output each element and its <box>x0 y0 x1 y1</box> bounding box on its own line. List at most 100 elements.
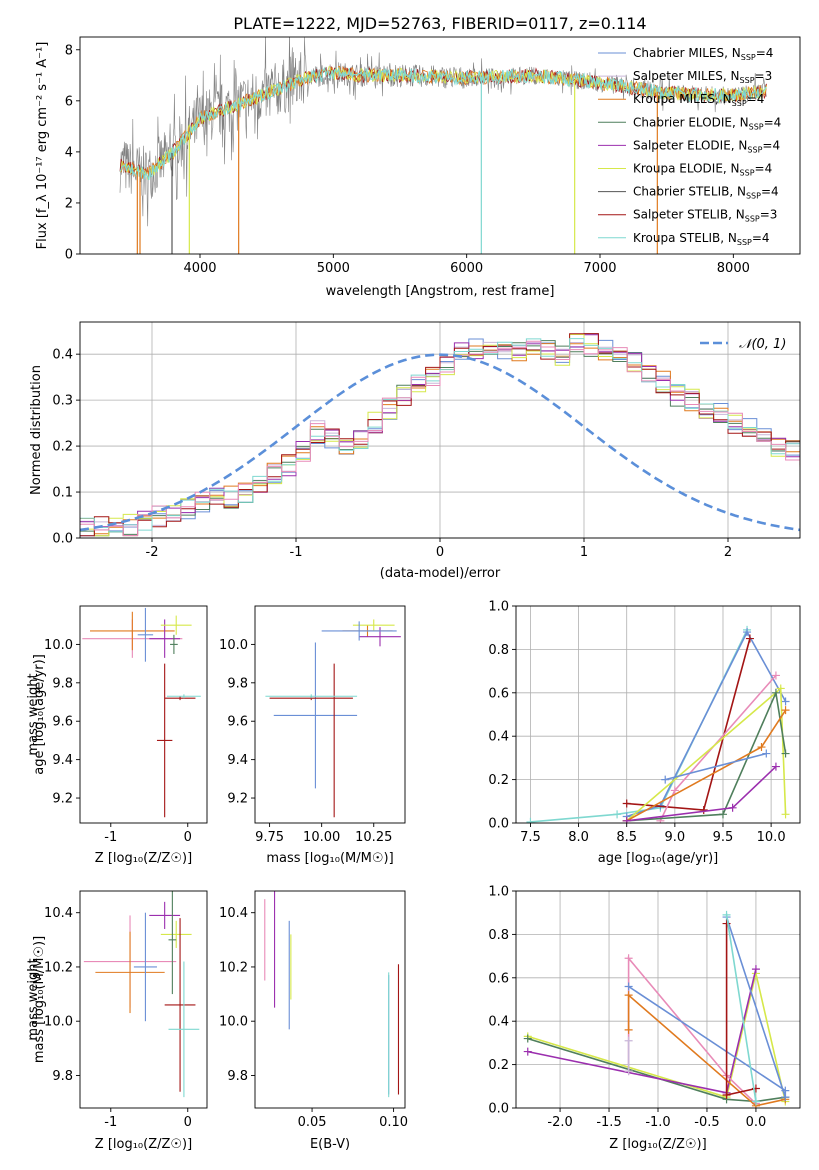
ticks: -1 0 9.2 9.4 9.6 9.8 10.0 <box>44 638 192 845</box>
y-tick-label: 0 <box>65 248 73 263</box>
weight-marker <box>776 684 785 693</box>
weight-marker <box>622 816 631 823</box>
y-tick-label: 9.4 <box>227 753 248 768</box>
x-axis-label: mass [log₁₀(M/M☉)] <box>266 851 393 866</box>
weight-marker <box>622 799 631 808</box>
x-tick-label: 8.0 <box>568 830 589 845</box>
legend-label: Salpeter ELODIE, NSSP=4 <box>633 138 780 154</box>
weight-marker <box>722 1090 731 1099</box>
legend: Chabrier MILES, NSSP=4 Salpeter MILES, NS… <box>598 46 781 247</box>
axes-frame <box>515 605 801 824</box>
figure-title: PLATE=1222, MJD=52763, FIBERID=0117, z=0… <box>233 14 646 33</box>
weight-marker <box>670 786 679 795</box>
ticks: -1 0 9.8 10.0 10.2 10.4 <box>44 906 192 1130</box>
axes-frame <box>79 321 801 539</box>
y-tick-label: 0.6 <box>488 971 509 986</box>
axes-spectrum: 4000 5000 6000 7000 8000 0 2 4 6 8 wavelength [Ang… <box>35 36 801 299</box>
weight-marker <box>718 810 727 819</box>
plot-area <box>82 607 201 818</box>
y-axis-label: mass weight <box>26 958 41 1040</box>
weight-line-kroupa_stelib <box>530 629 748 823</box>
model-line-kroupa_elodie <box>119 65 767 180</box>
hist-kroupa_stelib <box>80 338 800 533</box>
weight-line-salpeter_elodie <box>626 766 777 822</box>
errorbar-point <box>160 615 192 635</box>
y-axis-label: Flux [f_λ 10⁻¹⁷ erg cm⁻² s⁻¹ A⁻¹] <box>35 42 50 250</box>
y-tick-label: 1.0 <box>488 885 509 900</box>
errorbar-point <box>168 891 177 995</box>
x-tick-label: 7000 <box>583 261 616 276</box>
x-axis-label: E(B-V) <box>310 1137 350 1152</box>
normal-curve <box>80 353 800 532</box>
legend-label: Kroupa STELIB, NSSP=4 <box>633 231 770 247</box>
x-tick-label: 0 <box>184 830 192 845</box>
plot-area <box>119 37 767 254</box>
axes-age_vs_mass: 9.75 10.00 10.25 9.2 9.4 9.6 9.8 10.0 mass [log₁… <box>219 605 406 866</box>
weight-marker <box>722 910 731 919</box>
errorbar-point <box>156 663 173 818</box>
x-tick-label: -2.0 <box>547 1115 572 1130</box>
y-tick-label: 8 <box>65 43 73 58</box>
x-tick-label: -1.5 <box>596 1115 621 1130</box>
weight-marker <box>751 1097 760 1106</box>
errorbar-point <box>168 961 200 1098</box>
errorbar-point <box>149 901 181 929</box>
y-tick-label: 9.4 <box>52 753 73 768</box>
axes-mass_vs_Z: -1 0 9.8 10.0 10.2 10.4 Z [log₁₀(Z/Z☉)] mass [l… <box>32 890 208 1152</box>
weight-marker <box>771 671 780 680</box>
weight-line-chabrier_elodie <box>527 1037 786 1103</box>
x-tick-label: 5000 <box>317 261 350 276</box>
x-tick-label: -1 <box>290 545 303 560</box>
weight-marker <box>624 1036 633 1045</box>
weight-line-chabrier_miles <box>665 752 767 781</box>
x-tick-label: 0 <box>184 1115 192 1130</box>
weight-marker <box>624 982 633 991</box>
weight-marker <box>781 749 790 758</box>
legend-label: Chabrier ELODIE, NSSP=4 <box>633 115 781 131</box>
x-axis-label: Z [log₁₀(Z/Z☉)] <box>609 1137 706 1152</box>
y-tick-label: 9.2 <box>227 792 248 807</box>
y-tick-label: 9.8 <box>227 676 248 691</box>
hist-pink <box>80 340 800 536</box>
errorbar-point <box>90 611 175 651</box>
ticks: 7.5 8.0 8.5 9.0 9.5 10.0 0.0 0.2 0.4 0.6 0.8 1.0 <box>488 600 785 846</box>
weight-marker <box>771 762 780 771</box>
panels: 4000 5000 6000 7000 8000 0 2 4 6 8 wavelength [Ang… <box>26 36 801 1152</box>
y-tick-label: 0.4 <box>488 1015 509 1030</box>
y-tick-label: 0.0 <box>488 817 509 832</box>
y-tick-label: 10.0 <box>219 1015 248 1030</box>
weight-marker <box>781 697 790 706</box>
x-axis-label: (data-model)/error <box>380 566 501 581</box>
weight-marker <box>523 1034 532 1043</box>
x-tick-label: 10.00 <box>303 830 340 845</box>
weight-marker <box>771 688 780 697</box>
y-tick-label: 0.8 <box>488 928 509 943</box>
y-tick-label: 1.0 <box>488 600 509 615</box>
plot-area <box>265 619 401 818</box>
x-tick-label: 9.5 <box>713 830 734 845</box>
y-axis-label: mass [log₁₀(M/M☉)] <box>32 936 47 1063</box>
legend-label: Salpeter MILES, NSSP=3 <box>633 69 772 85</box>
axes-frame <box>79 605 208 824</box>
y-tick-label: 9.6 <box>52 715 73 730</box>
y-axis-label: Normed distribution <box>29 365 44 495</box>
weight-marker <box>624 1025 633 1034</box>
legend-label: Chabrier MILES, NSSP=4 <box>633 46 773 62</box>
x-tick-label: 1 <box>580 545 588 560</box>
y-tick-label: 0.2 <box>488 773 509 788</box>
plot-area <box>523 910 790 1108</box>
x-axis-label: Z [log₁₀(Z/Z☉)] <box>95 1137 192 1152</box>
y-tick-label: 0.2 <box>488 1058 509 1073</box>
x-tick-label: 2 <box>724 545 732 560</box>
y-tick-label: 9.6 <box>227 715 248 730</box>
weight-marker <box>722 919 731 928</box>
ticks: 0.05 0.10 9.8 10.0 10.2 10.4 <box>219 906 408 1130</box>
y-tick-label: 10.0 <box>44 638 73 653</box>
plot-area <box>264 891 400 1098</box>
legend-label: Salpeter STELIB, NSSP=3 <box>633 208 777 224</box>
weight-line-kroupa_stelib <box>725 914 757 1102</box>
y-tick-label: 0.0 <box>488 1102 509 1117</box>
errorbar-point <box>95 931 165 1014</box>
weight-marker <box>745 634 754 643</box>
